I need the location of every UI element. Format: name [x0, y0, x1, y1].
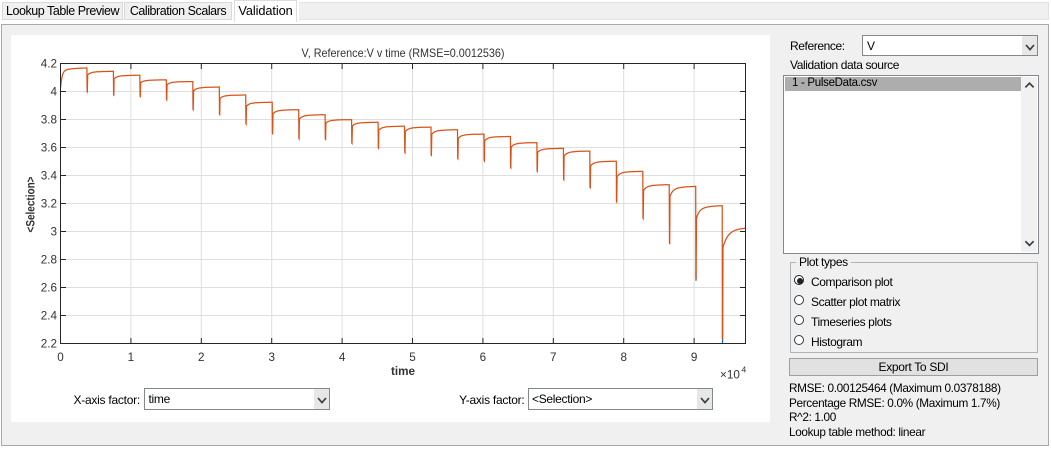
svg-text:5: 5: [409, 351, 416, 364]
svg-text:×10: ×10: [720, 369, 740, 382]
svg-text:2.8: 2.8: [41, 254, 57, 267]
svg-text:1: 1: [128, 351, 135, 364]
svg-text:4: 4: [742, 365, 747, 375]
svg-text:8: 8: [620, 351, 627, 364]
svg-text:3.8: 3.8: [41, 114, 57, 127]
svg-text:3.2: 3.2: [41, 198, 57, 211]
svg-text:0: 0: [57, 351, 64, 364]
svg-text:2.6: 2.6: [41, 282, 57, 295]
svg-text:3: 3: [50, 226, 57, 239]
svg-text:4.2: 4.2: [41, 58, 57, 71]
svg-text:6: 6: [480, 351, 487, 364]
svg-text:3: 3: [268, 351, 275, 364]
svg-text:3.6: 3.6: [41, 142, 57, 155]
svg-text:2.2: 2.2: [41, 338, 57, 351]
svg-text:<Selection>: <Selection>: [25, 176, 38, 232]
svg-text:V, Reference:V v time (RMSE=0.: V, Reference:V v time (RMSE=0.0012536): [302, 47, 505, 60]
svg-text:7: 7: [550, 351, 557, 364]
svg-text:2: 2: [198, 351, 205, 364]
svg-text:time: time: [391, 365, 416, 378]
svg-text:3.4: 3.4: [41, 170, 58, 183]
svg-text:4: 4: [50, 86, 57, 99]
svg-text:4: 4: [339, 351, 346, 364]
svg-text:9: 9: [691, 351, 698, 364]
svg-text:2.4: 2.4: [41, 310, 58, 323]
